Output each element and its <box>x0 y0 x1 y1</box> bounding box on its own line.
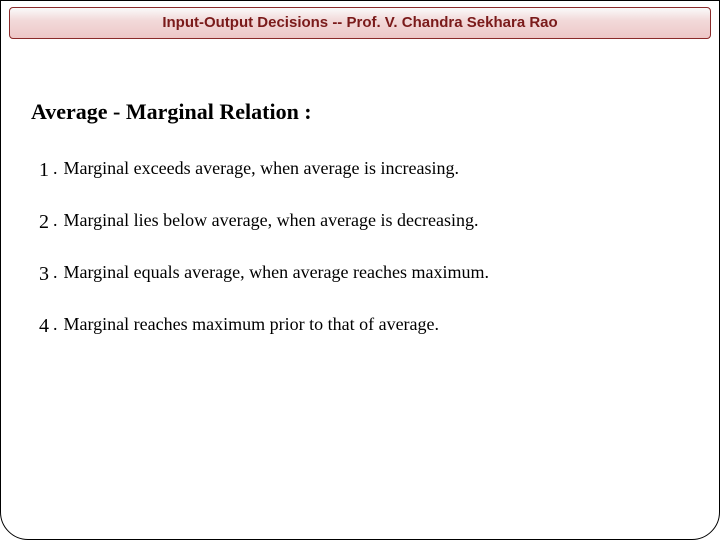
list-item: 4. Marginal reaches maximum prior to tha… <box>39 313 691 339</box>
point-dot: . <box>53 157 58 183</box>
point-number: 4 <box>39 313 49 339</box>
point-list: 1. Marginal exceeds average, when averag… <box>29 157 691 339</box>
list-item: 1. Marginal exceeds average, when averag… <box>39 157 691 183</box>
title-banner: Input-Output Decisions -- Prof. V. Chand… <box>9 7 711 39</box>
section-heading: Average - Marginal Relation : <box>29 99 691 125</box>
point-number: 2 <box>39 209 49 235</box>
content-area: Average - Marginal Relation : 1. Margina… <box>1 39 719 339</box>
point-text: Marginal equals average, when average re… <box>64 261 692 287</box>
point-number: 1 <box>39 157 49 183</box>
slide-frame: Input-Output Decisions -- Prof. V. Chand… <box>0 0 720 540</box>
point-dot: . <box>53 313 58 339</box>
list-item: 2. Marginal lies below average, when ave… <box>39 209 691 235</box>
point-text: Marginal lies below average, when averag… <box>64 209 692 235</box>
point-dot: . <box>53 261 58 287</box>
point-dot: . <box>53 209 58 235</box>
point-number: 3 <box>39 261 49 287</box>
point-text: Marginal exceeds average, when average i… <box>64 157 692 183</box>
list-item: 3. Marginal equals average, when average… <box>39 261 691 287</box>
title-text: Input-Output Decisions -- Prof. V. Chand… <box>162 14 557 31</box>
point-text: Marginal reaches maximum prior to that o… <box>64 313 692 339</box>
